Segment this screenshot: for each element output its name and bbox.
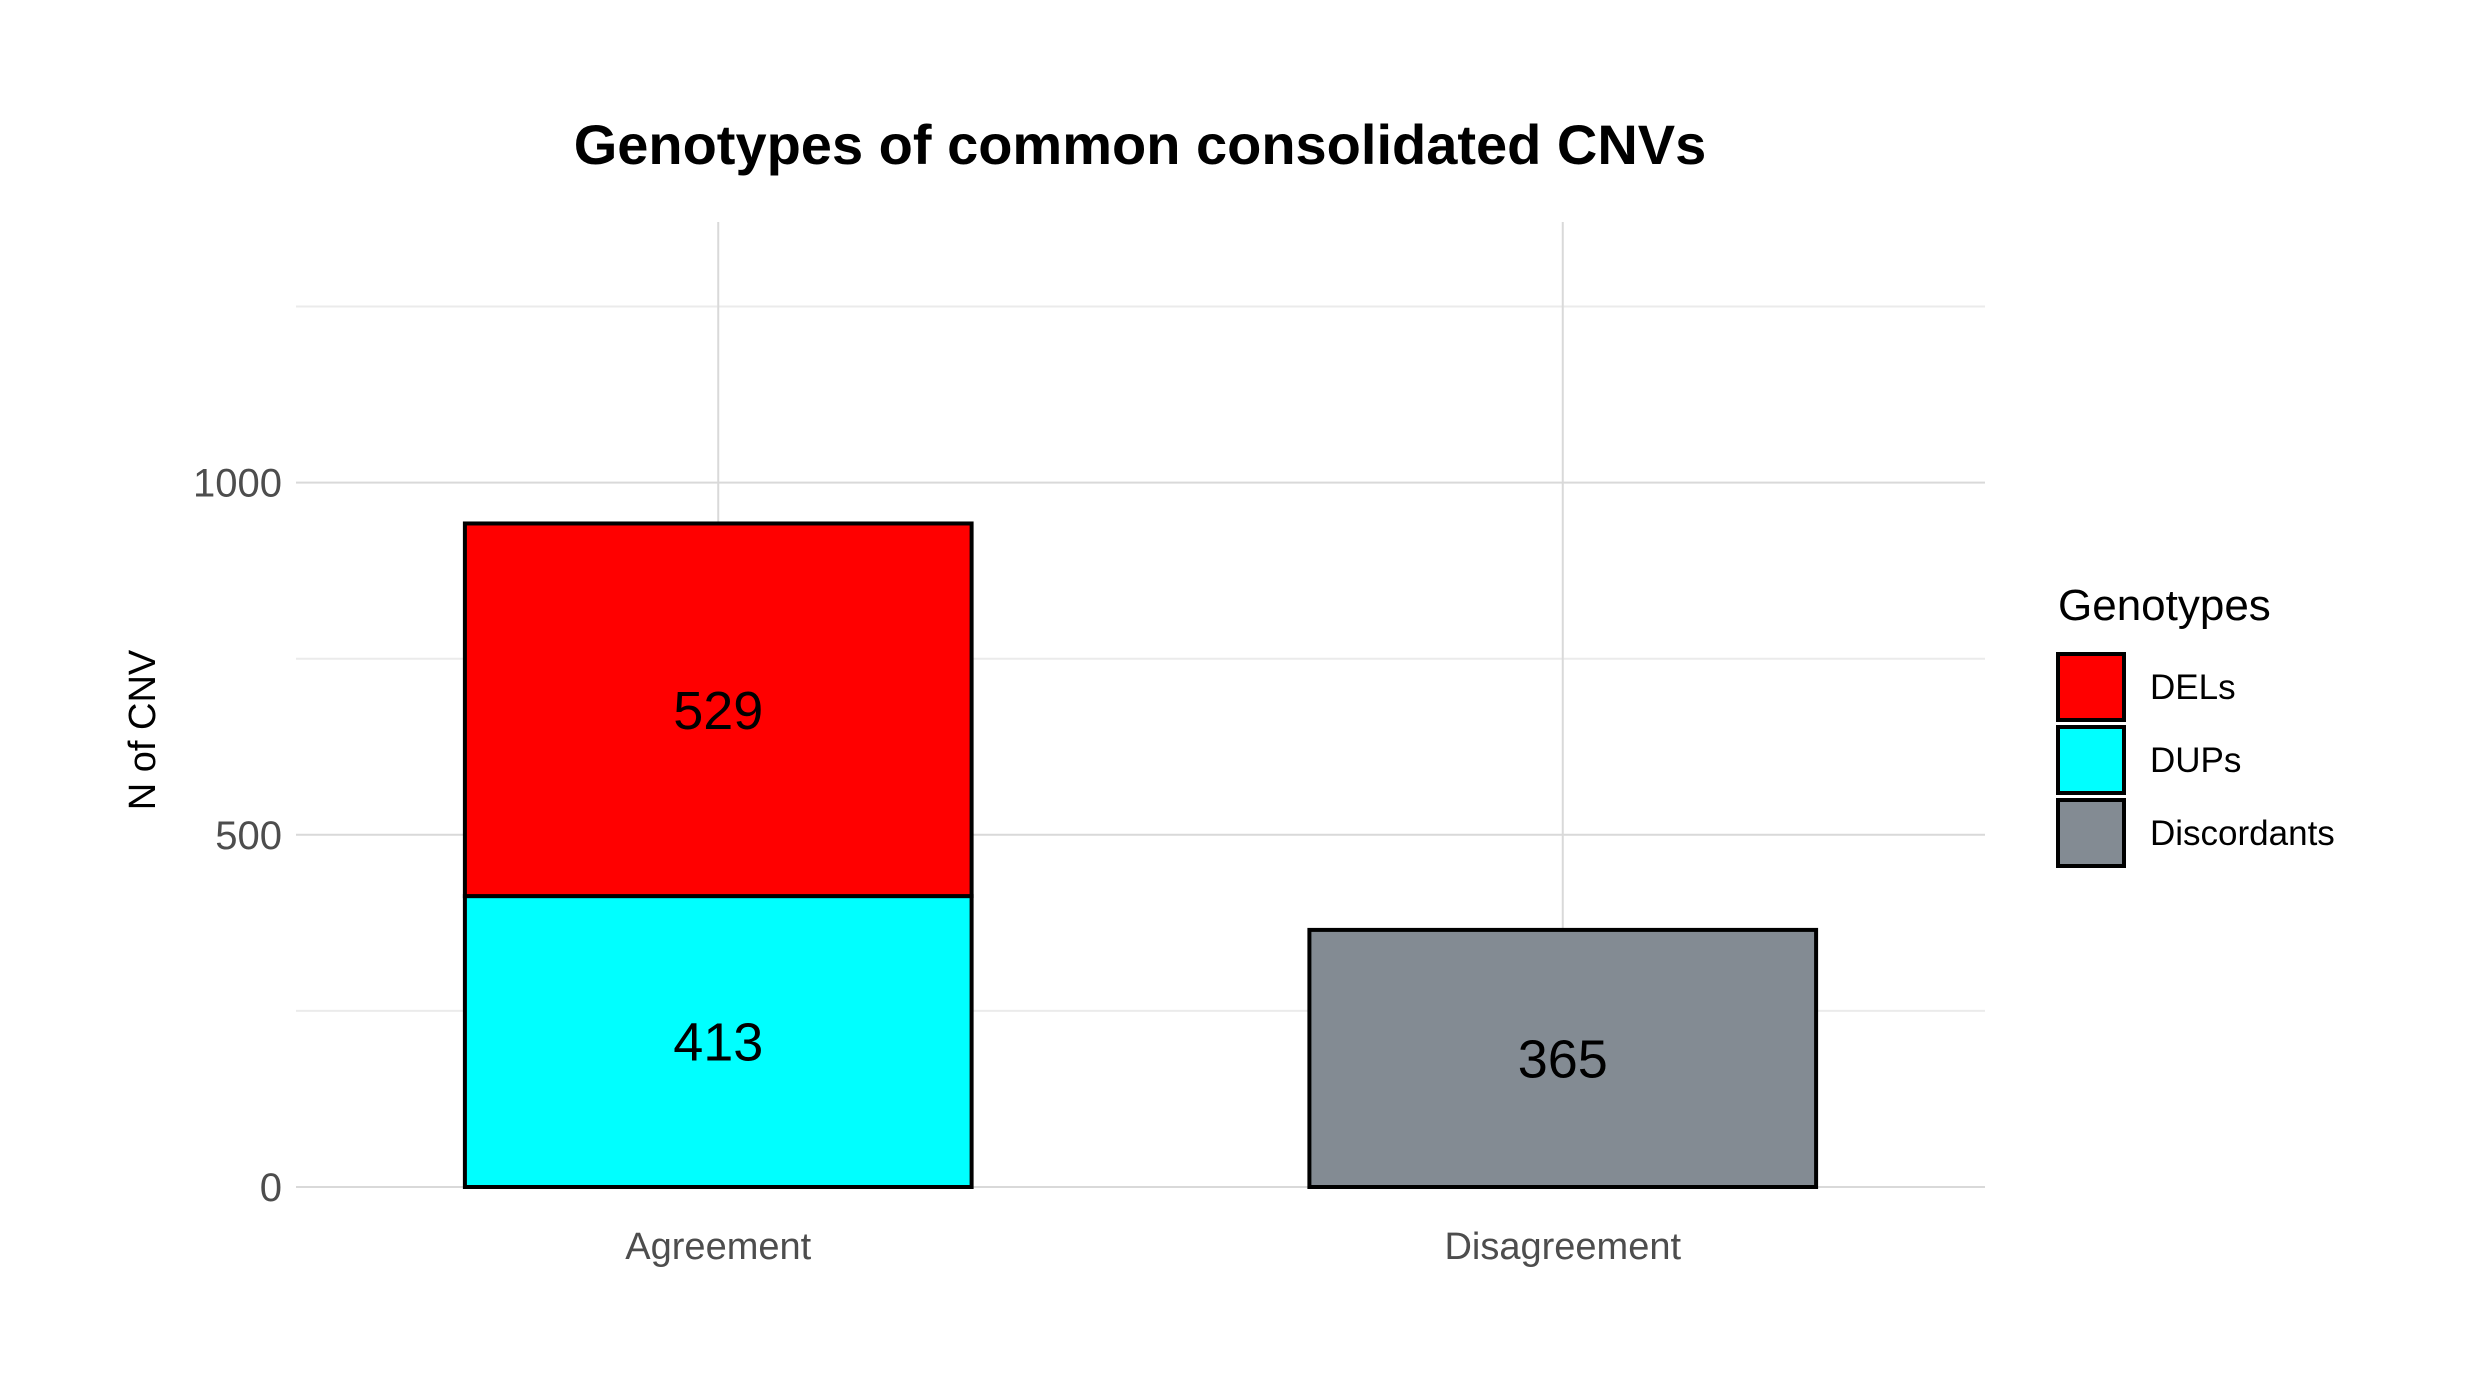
- legend-label: Discordants: [2150, 814, 2335, 853]
- bar-discordants-disagreement: [1307, 927, 1819, 1190]
- y-axis-label: N of CNV: [122, 649, 164, 810]
- x-axis: Agreement Disagreement: [625, 1226, 1681, 1268]
- y-tick-label: 1000: [193, 462, 282, 506]
- legend-title: Genotypes: [2058, 581, 2271, 630]
- x-tick-label: Agreement: [625, 1226, 811, 1268]
- legend-label: DELs: [2150, 668, 2236, 707]
- data-labels: 413 529 365: [673, 681, 1608, 1090]
- y-tick-label: 500: [215, 814, 282, 858]
- legend: Genotypes DELs DUPs Discordants: [2056, 581, 2335, 868]
- y-tick-label: 0: [260, 1166, 282, 1210]
- legend-key-discordants: [2056, 798, 2126, 868]
- data-label: 529: [673, 681, 763, 741]
- data-label: 365: [1518, 1029, 1608, 1089]
- chart-title: Genotypes of common consolidated CNVs: [574, 113, 1707, 176]
- bar-dels-agreement: [462, 521, 974, 899]
- bars: [462, 521, 1819, 1190]
- bar-dups-agreement: [462, 894, 974, 1189]
- legend-key-dups: [2056, 725, 2126, 795]
- legend-label: DUPs: [2150, 741, 2241, 780]
- x-tick-label: Disagreement: [1444, 1226, 1681, 1268]
- data-label: 413: [673, 1013, 763, 1073]
- y-axis: 0 500 1000: [193, 462, 282, 1210]
- legend-key-dels: [2056, 652, 2126, 722]
